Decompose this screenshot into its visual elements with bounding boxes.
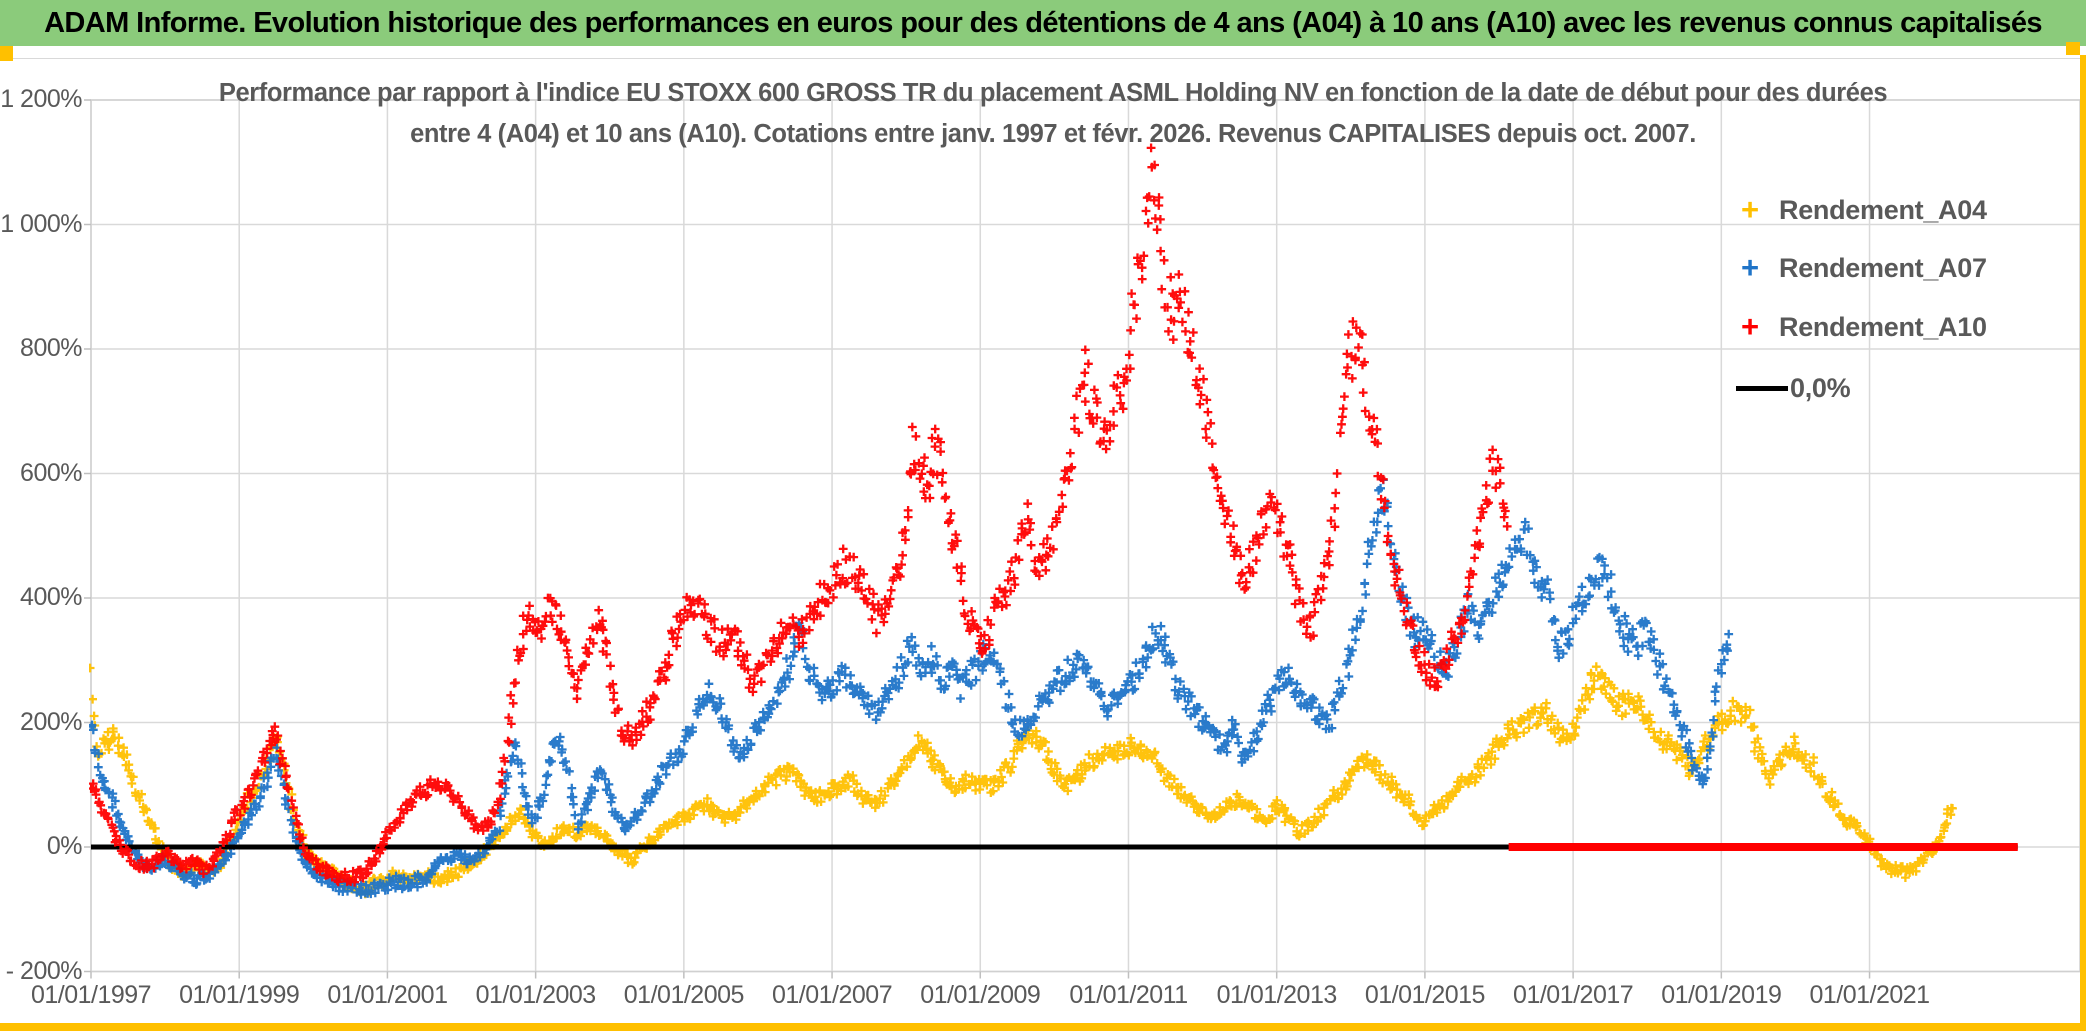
page-title: ADAM Informe. Evolution historique des p… (44, 7, 2042, 39)
x-tick-label: 01/01/1999 (179, 981, 300, 1009)
legend-label: Rendement_A10 (1779, 311, 1987, 342)
x-tick-label: 01/01/2021 (1809, 981, 1930, 1009)
x-tick-label: 01/01/2015 (1364, 981, 1486, 1009)
chart-subtitle-line1: Performance par rapport à l'indice EU ST… (218, 79, 1888, 107)
sheet-accent-title-right (2066, 42, 2080, 55)
x-tick-label: 01/01/1997 (30, 981, 152, 1009)
legend-item-rendement-a04: + Rendement_A04 (1735, 192, 1987, 228)
legend-item-zero-line: 0,0% (1735, 370, 1851, 406)
title-bar: ADAM Informe. Evolution historique des p… (0, 0, 2086, 46)
y-tick-label: 600% (20, 458, 82, 487)
y-tick-label: 400% (20, 583, 82, 611)
y-tick-label: 200% (20, 707, 82, 736)
divider (13, 58, 2080, 59)
x-tick-label: 01/01/2009 (920, 981, 1041, 1009)
plus-marker-icon: + (1740, 309, 1760, 344)
y-tick-label: 0% (46, 832, 83, 860)
plus-marker-icon: + (1740, 250, 1760, 285)
chart-subtitle-line2: entre 4 (A04) et 10 ans (A10). Cotations… (410, 120, 1696, 148)
x-tick-label: 01/01/2017 (1513, 981, 1634, 1009)
sheet-accent-left (0, 46, 13, 61)
y-tick-label: 1 200% (0, 85, 82, 113)
legend-item-rendement-a07: + Rendement_A07 (1735, 250, 1987, 286)
legend-label: 0,0% (1790, 372, 1851, 403)
legend-label: Rendement_A07 (1779, 252, 1987, 283)
y-tick-label: - 200% (5, 956, 83, 985)
legend-item-rendement-a10: + Rendement_A10 (1735, 309, 1987, 345)
zero-line-icon (1736, 385, 1788, 391)
sheet-accent-bottom (0, 1023, 2086, 1031)
x-tick-label: 01/01/2005 (623, 981, 745, 1009)
y-tick-label: 800% (20, 334, 82, 362)
x-tick-label: 01/01/2019 (1661, 981, 1782, 1009)
y-tick-label: 1 000% (0, 209, 82, 238)
x-tick-label: 01/01/2007 (771, 981, 893, 1009)
x-tick-label: 01/01/2013 (1216, 981, 1338, 1009)
x-tick-label: 01/01/2011 (1069, 981, 1188, 1009)
x-tick-label: 01/01/2003 (475, 981, 597, 1009)
legend-label: Rendement_A04 (1779, 194, 1987, 225)
x-tick-label: 01/01/2001 (327, 981, 448, 1009)
sheet-accent-right (2080, 55, 2086, 1031)
plus-marker-icon: + (1740, 192, 1760, 227)
